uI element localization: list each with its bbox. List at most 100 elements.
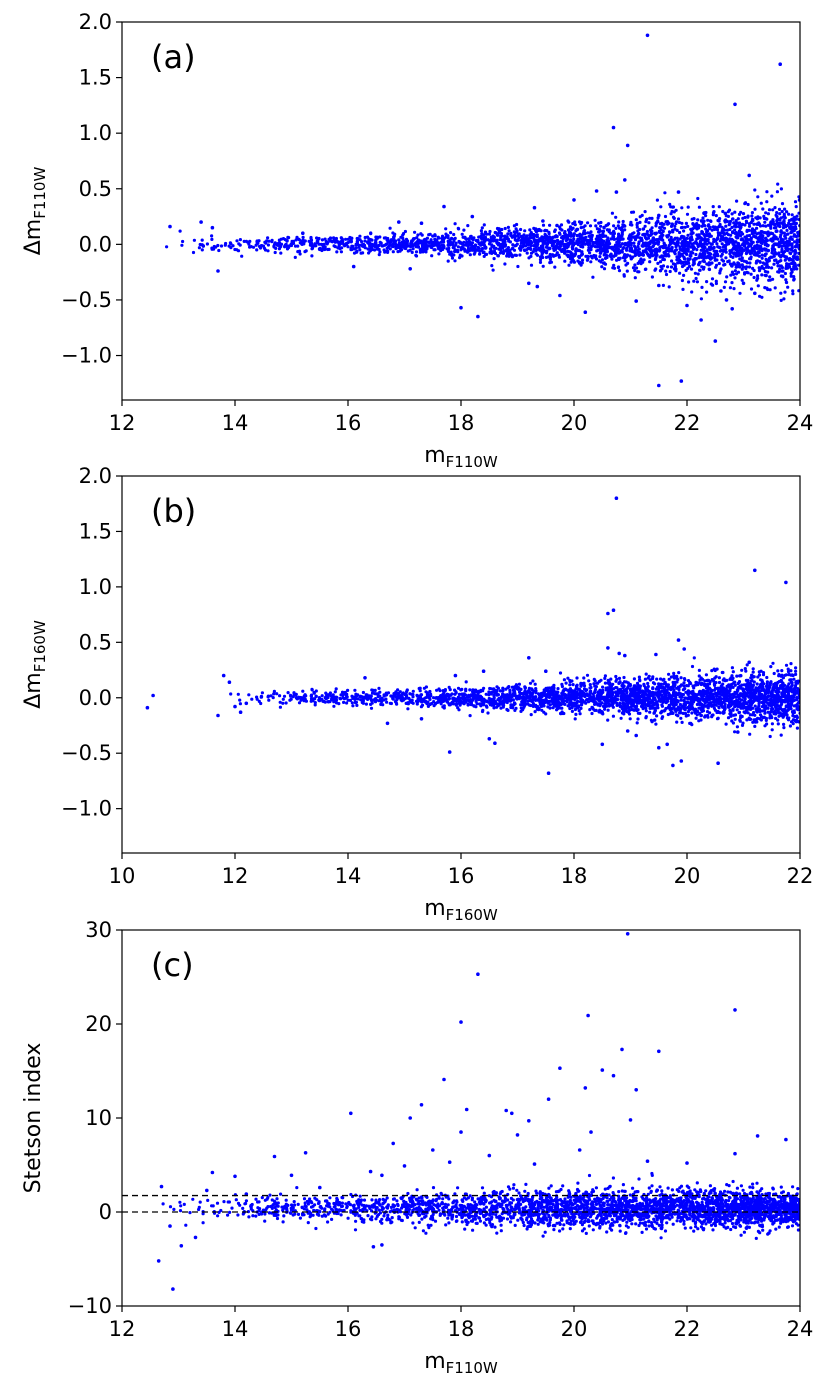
data-point: [598, 259, 601, 262]
data-point: [439, 249, 442, 252]
data-point: [784, 241, 787, 244]
data-point: [496, 234, 499, 237]
data-point: [370, 707, 373, 710]
data-point: [680, 379, 684, 383]
data-points: [146, 496, 802, 775]
data-point: [645, 251, 648, 254]
data-point: [722, 260, 725, 263]
data-point: [270, 240, 273, 243]
data-point: [725, 679, 728, 682]
data-point: [626, 270, 629, 273]
data-point: [690, 229, 693, 232]
data-point: [480, 229, 483, 232]
data-point: [589, 683, 592, 686]
data-point: [732, 287, 735, 290]
data-point: [310, 254, 313, 257]
data-point: [368, 245, 371, 248]
data-point: [715, 214, 718, 217]
data-point: [794, 265, 797, 268]
data-point: [743, 244, 746, 247]
data-point: [499, 236, 502, 239]
data-point: [599, 245, 602, 248]
data-point: [705, 291, 708, 294]
data-point: [718, 205, 721, 208]
data-point: [327, 238, 330, 241]
data-point: [793, 278, 796, 281]
data-point: [555, 235, 558, 238]
data-point: [637, 232, 640, 235]
data-point: [564, 244, 567, 247]
data-point: [782, 244, 785, 247]
data-point: [535, 249, 538, 252]
data-point: [742, 212, 745, 215]
data-point: [619, 245, 622, 248]
data-point: [179, 230, 182, 233]
data-point: [785, 281, 788, 284]
data-point: [693, 656, 696, 659]
data-point: [752, 671, 755, 674]
data-point: [691, 223, 694, 226]
data-point: [702, 211, 706, 215]
data-point: [441, 235, 444, 238]
data-point: [263, 241, 266, 244]
data-point: [466, 224, 469, 227]
data-point: [442, 205, 446, 209]
data-point: [650, 251, 653, 254]
data-point: [670, 247, 673, 250]
data-point: [321, 694, 324, 697]
data-point: [778, 243, 781, 246]
data-point: [406, 707, 409, 710]
data-point: [389, 243, 392, 246]
data-point: [769, 665, 772, 668]
data-point: [794, 200, 797, 203]
data-point: [595, 682, 598, 685]
data-point: [523, 229, 526, 232]
data-point: [539, 258, 542, 261]
data-point: [772, 245, 775, 248]
data-point: [680, 206, 683, 209]
data-point: [287, 236, 290, 239]
data-point: [545, 235, 548, 238]
data-point: [687, 280, 690, 283]
data-point: [670, 259, 673, 262]
data-point: [503, 242, 506, 245]
data-point: [340, 242, 343, 245]
data-point: [791, 250, 794, 253]
data-point: [677, 671, 680, 674]
data-point: [573, 261, 576, 264]
data-point: [294, 256, 297, 259]
data-point: [606, 228, 609, 231]
data-point: [211, 226, 215, 230]
data-point: [460, 254, 463, 257]
data-point: [411, 695, 414, 698]
data-point: [772, 263, 775, 266]
data-point: [419, 251, 422, 254]
data-point: [776, 270, 779, 273]
data-point: [696, 218, 699, 221]
data-point: [683, 244, 686, 247]
data-point: [678, 272, 681, 275]
data-point: [287, 246, 290, 249]
data-point: [715, 242, 718, 245]
data-point: [747, 174, 751, 178]
data-point: [442, 246, 445, 249]
data-point: [731, 230, 734, 233]
data-point: [792, 235, 795, 238]
data-point: [498, 231, 501, 234]
data-point: [636, 229, 639, 232]
data-point: [667, 673, 670, 676]
data-point: [785, 210, 788, 213]
data-point: [533, 206, 537, 210]
data-point: [461, 233, 464, 236]
data-point: [567, 264, 570, 267]
data-point: [725, 298, 729, 302]
data-point: [781, 202, 784, 205]
data-point: [715, 258, 718, 261]
data-point: [760, 202, 763, 205]
data-point: [535, 230, 538, 233]
data-point: [689, 257, 692, 260]
data-point: [414, 243, 417, 246]
data-point: [570, 706, 573, 709]
data-point: [789, 724, 792, 727]
data-point: [638, 221, 641, 224]
